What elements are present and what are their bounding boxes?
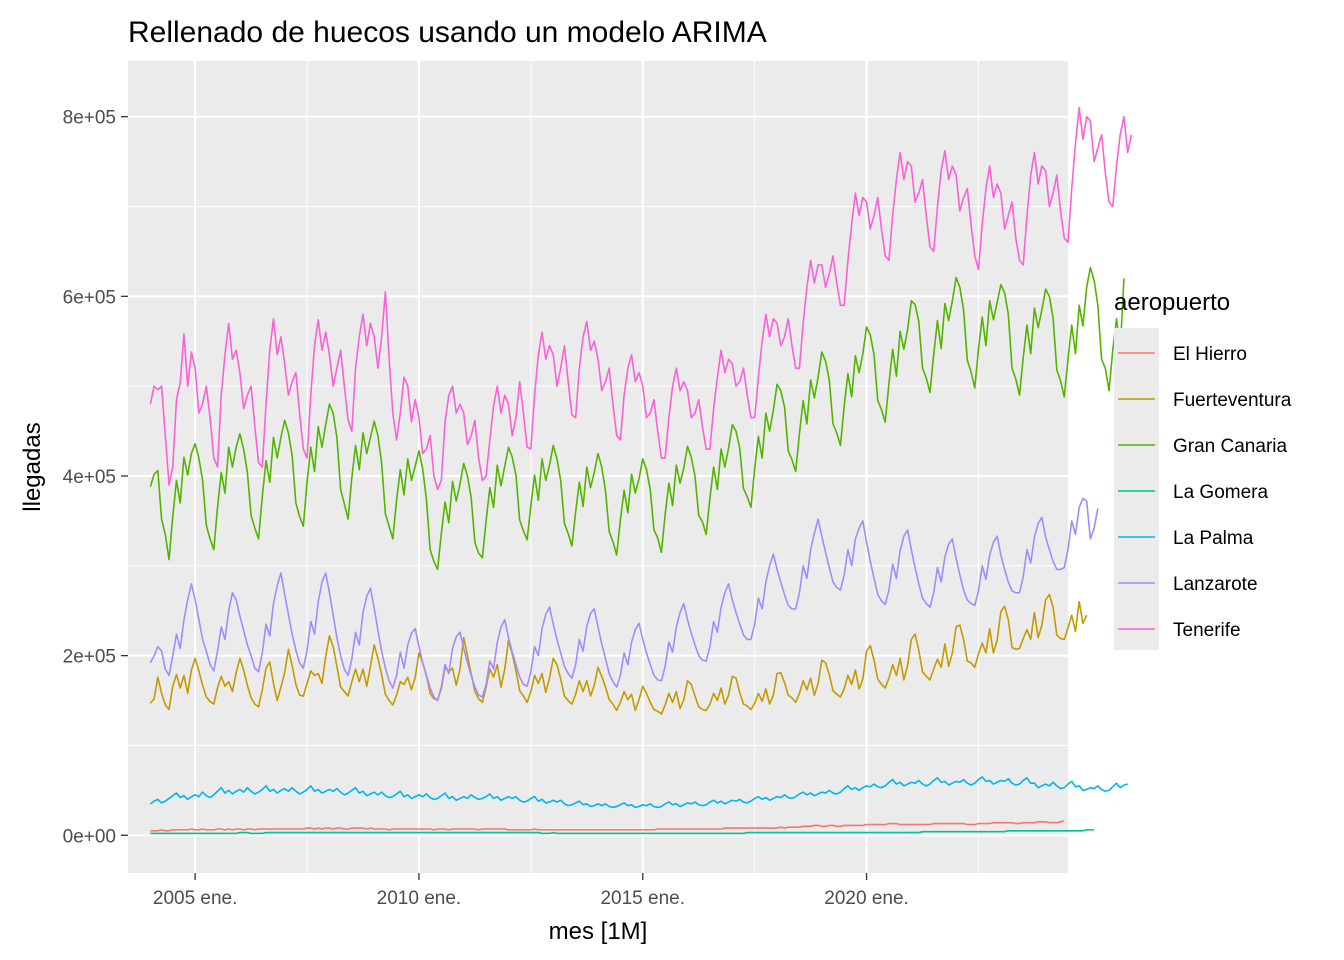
x-tick-labels: 2005 ene. 2010 ene. 2015 ene. 2020 ene. — [153, 888, 909, 909]
legend-label-gran-canaria: Gran Canaria — [1173, 436, 1287, 457]
plot-panel — [128, 61, 1068, 873]
y-tick-label: 2e+05 — [63, 647, 116, 668]
legend-label-la-gomera: La Gomera — [1173, 482, 1268, 503]
x-tick-label: 2010 ene. — [377, 888, 462, 909]
series-line-tenerife — [149, 106, 1133, 491]
y-axis-title: llegadas — [19, 422, 46, 511]
x-tick-label: 2020 ene. — [824, 888, 909, 909]
y-tick-labels: 0e+00 2e+05 4e+05 6e+05 8e+05 — [63, 108, 116, 848]
series-line-fuerteventura — [149, 593, 1088, 715]
legend-items: El Hierro Fuerteventura Gran Canaria La Gom… — [1118, 344, 1292, 641]
legend-label-lanzarote: Lanzarote — [1173, 574, 1258, 595]
x-tick-label: 2015 ene. — [600, 888, 685, 909]
legend-label-la-palma: La Palma — [1173, 528, 1254, 549]
x-axis-title: mes [1M] — [549, 918, 648, 945]
y-tick-label: 0e+00 — [63, 826, 116, 847]
grid-minor — [128, 61, 1068, 873]
series-layer — [149, 106, 1133, 835]
y-tick-label: 6e+05 — [63, 287, 116, 308]
x-tick-label: 2005 ene. — [153, 888, 238, 909]
chart-title: Rellenado de huecos usando un modelo ARI… — [128, 16, 767, 49]
series-line-la-palma — [149, 776, 1128, 809]
legend-label-el-hierro: El Hierro — [1173, 344, 1247, 365]
legend-label-fuerteventura: Fuerteventura — [1173, 390, 1292, 411]
axis-ticks — [121, 116, 868, 880]
grid-major — [128, 61, 1068, 873]
series-line-lanzarote — [149, 497, 1099, 702]
y-tick-label: 4e+05 — [63, 467, 116, 488]
series-line-la-gomera — [150, 829, 1095, 835]
series-line-el-hierro — [150, 820, 1065, 832]
series-line-gran-canaria — [149, 266, 1125, 571]
y-tick-label: 8e+05 — [63, 108, 116, 129]
legend-label-tenerife: Tenerife — [1173, 620, 1241, 641]
legend-title: aeropuerto — [1114, 289, 1230, 316]
legend: aeropuerto El Hierro Fuerteventura Gran Ca… — [1114, 289, 1292, 650]
legend-key-background — [1114, 328, 1159, 650]
